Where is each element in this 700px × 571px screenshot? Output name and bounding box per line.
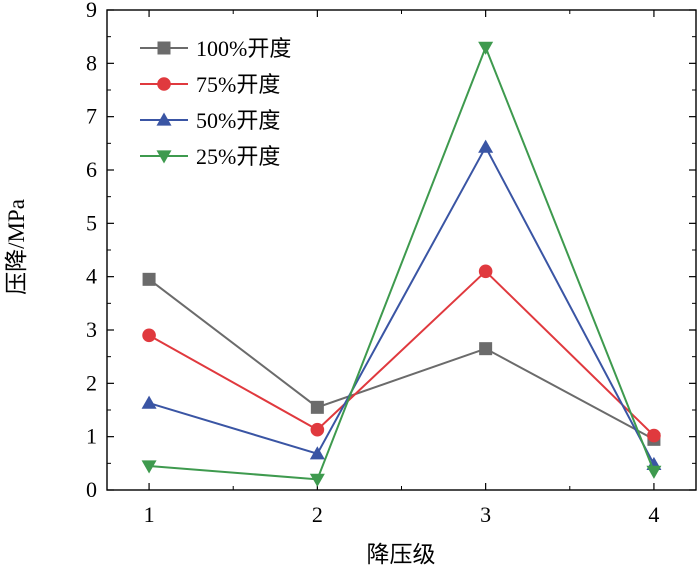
- data-point: [478, 139, 494, 153]
- y-tick-label: 3: [86, 317, 97, 342]
- data-point: [310, 400, 324, 414]
- legend-label: 50%开度: [196, 108, 280, 133]
- legend-marker: [157, 77, 171, 91]
- data-point: [142, 272, 156, 286]
- data-point: [479, 342, 493, 356]
- data-point: [478, 264, 493, 279]
- axes: 0 1 2 3 4 5 6 7 8 9 1 2 3 4: [86, 0, 697, 527]
- series-2: [142, 264, 661, 443]
- data-point: [142, 328, 156, 343]
- data-point: [646, 465, 662, 479]
- legend-item-3: 50%开度: [140, 108, 280, 133]
- y-tick-label: 4: [86, 264, 97, 289]
- y-tick-label: 1: [86, 424, 97, 449]
- legend-label: 100%开度: [196, 36, 291, 61]
- legend-item-1: 100%开度: [140, 36, 291, 61]
- legend-label: 75%开度: [196, 72, 280, 97]
- legend-marker: [156, 112, 172, 126]
- series-line: [148, 269, 655, 437]
- y-tick-label: 9: [86, 0, 97, 22]
- x-axis-title: 降压级: [367, 542, 436, 567]
- y-tick-label: 2: [86, 370, 97, 395]
- data-point: [310, 422, 325, 437]
- series-line: [148, 278, 655, 441]
- series-layer: [141, 41, 662, 487]
- legend-label: 25%开度: [196, 144, 280, 169]
- y-tick-label: 5: [86, 210, 97, 235]
- data-point: [309, 446, 325, 460]
- legend-marker: [157, 41, 171, 55]
- legend-marker: [156, 150, 172, 164]
- x-tick-label: 4: [648, 502, 659, 527]
- series-3: [141, 139, 662, 471]
- data-point: [647, 428, 661, 443]
- legend-item-2: 75%开度: [140, 72, 280, 97]
- y-tick-label: 0: [86, 477, 97, 502]
- y-axis-title: 压降/MPa: [4, 199, 29, 295]
- x-tick-label: 3: [480, 502, 491, 527]
- data-point: [309, 473, 325, 487]
- series-4: [141, 41, 662, 487]
- data-point: [141, 395, 157, 409]
- y-tick-label: 8: [86, 50, 97, 75]
- data-point: [478, 41, 494, 55]
- y-tick-label: 7: [86, 104, 97, 129]
- x-tick-label: 2: [312, 502, 323, 527]
- series-line: [148, 44, 655, 481]
- legend: 100%开度 75%开度 50%开度 25%开度: [140, 36, 291, 169]
- data-point: [141, 460, 157, 474]
- x-tick-label: 1: [144, 502, 155, 527]
- series-line: [148, 144, 655, 465]
- y-tick-label: 6: [86, 157, 97, 182]
- legend-item-4: 25%开度: [140, 144, 280, 169]
